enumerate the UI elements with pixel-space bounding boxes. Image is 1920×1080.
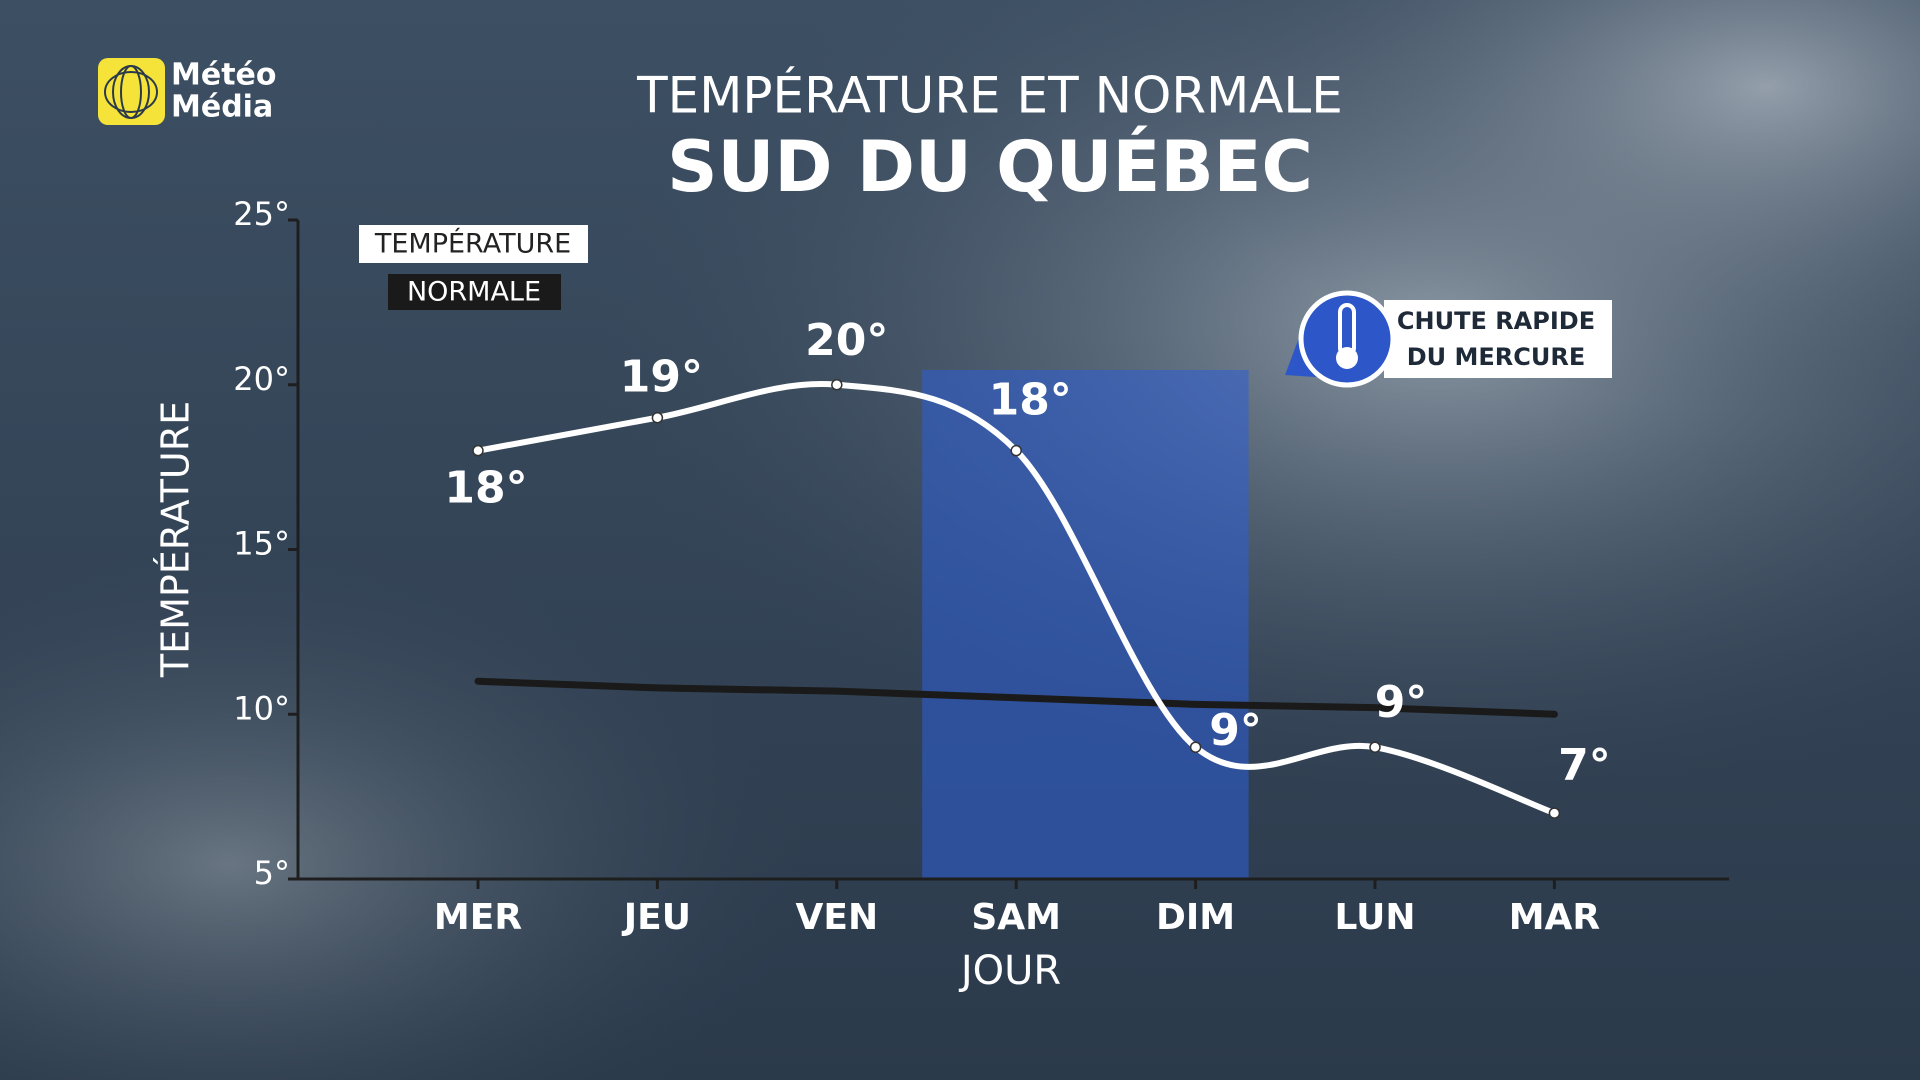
x-tick-label: SAM bbox=[971, 897, 1061, 938]
annotation-icon bbox=[1298, 290, 1396, 388]
logo-text: Média bbox=[171, 90, 273, 125]
annotation-box bbox=[1384, 300, 1612, 378]
annotation-text: DU MERCURE bbox=[1407, 343, 1586, 371]
data-point bbox=[1010, 444, 1022, 457]
legend-label: NORMALE bbox=[407, 277, 541, 308]
annotation-icon bbox=[1336, 347, 1358, 369]
data-label: 20° bbox=[805, 315, 888, 366]
legend-swatch bbox=[388, 274, 561, 310]
data-point bbox=[1189, 741, 1202, 753]
series-line bbox=[474, 677, 1558, 718]
x-tick-label: MER bbox=[434, 897, 522, 938]
chart-subtitle: SUD DU QUÉBEC bbox=[667, 126, 1313, 208]
x-tick-label: LUN bbox=[1334, 897, 1415, 938]
data-label: 9° bbox=[1375, 677, 1428, 728]
y-tick-label: 15° bbox=[233, 525, 290, 563]
x-tick-label: MAR bbox=[1509, 897, 1600, 938]
y-tick-label: 10° bbox=[233, 689, 290, 727]
x-tick-label: DIM bbox=[1156, 897, 1235, 938]
y-tick-label: 25° bbox=[233, 195, 290, 233]
data-point bbox=[651, 411, 664, 424]
data-point bbox=[1369, 741, 1381, 753]
x-axis-label: JOUR bbox=[958, 948, 1061, 994]
logo-swirl bbox=[104, 65, 158, 119]
data-point bbox=[472, 444, 484, 457]
x-tick-label: VEN bbox=[796, 897, 879, 938]
y-tick-label: 5° bbox=[254, 854, 290, 892]
legend-swatch bbox=[359, 225, 588, 263]
y-axis-label: TEMPÉRATURE bbox=[154, 401, 198, 678]
annotation-text: CHUTE RAPIDE bbox=[1397, 307, 1595, 335]
data-label: 18° bbox=[989, 375, 1072, 426]
data-label: 19° bbox=[620, 352, 703, 403]
legend-label: TEMPÉRATURE bbox=[374, 228, 571, 260]
x-tick-label: JEU bbox=[621, 897, 691, 938]
data-point bbox=[1548, 807, 1561, 819]
y-tick-label: 20° bbox=[233, 360, 290, 398]
data-point bbox=[831, 379, 843, 391]
logo-mark bbox=[98, 58, 165, 125]
chart-title: TEMPÉRATURE ET NORMALE bbox=[636, 66, 1343, 125]
highlight-band bbox=[922, 370, 1249, 879]
data-label: 18° bbox=[444, 463, 527, 514]
data-label: 7° bbox=[1558, 740, 1611, 791]
logo-text: Météo bbox=[171, 58, 277, 93]
data-label: 9° bbox=[1209, 705, 1262, 756]
